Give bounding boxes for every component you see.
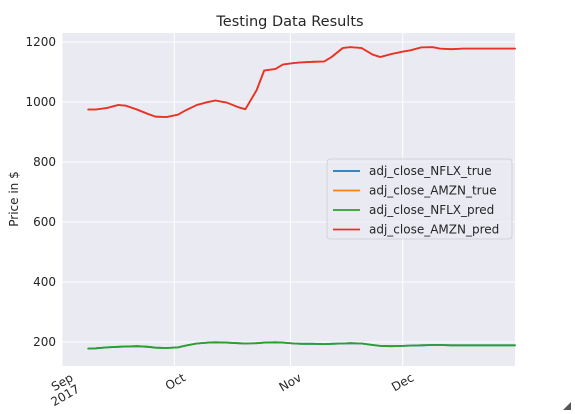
x-tick-label: Nov	[277, 370, 304, 394]
x-tick-label-line: Oct	[163, 370, 188, 393]
legend-frame	[326, 158, 513, 240]
x-tick-label: Dec	[389, 370, 416, 394]
y-axis-label: Price in $	[7, 171, 21, 226]
series-line-adj_close_NFLX_pred	[87, 341, 516, 350]
legend-label: adj_close_NFLX_pred	[369, 203, 494, 217]
y-tick-label: 400	[33, 275, 56, 289]
x-tick-labels: Sep2017 Oct Nov Dec	[42, 370, 417, 409]
legend-label: adj_close_AMZN_pred	[369, 223, 499, 237]
x-tick-label: Sep2017	[42, 370, 82, 409]
series-lines	[87, 46, 516, 350]
legend-label: adj_close_AMZN_true	[369, 184, 497, 198]
y-tick-label: 800	[33, 155, 56, 169]
x-tick-label: Oct	[163, 370, 188, 393]
y-tick-label: 1000	[25, 95, 56, 109]
x-tick-label-line: Nov	[277, 370, 304, 394]
x-tick-label-line: Dec	[389, 370, 416, 394]
y-tick-label: 1200	[25, 35, 56, 49]
chart-title: Testing Data Results	[215, 14, 363, 30]
resize-grip-icon[interactable]	[563, 402, 571, 410]
series-line-adj_close_AMZN_pred	[87, 46, 516, 118]
legend-label: adj_close_NFLX_true	[369, 164, 492, 178]
y-tick-label: 200	[33, 335, 56, 349]
y-tick-labels: 200 400 600 800 1000 1200	[25, 35, 56, 349]
y-tick-label: 600	[33, 215, 56, 229]
legend: adj_close_NFLX_true adj_close_AMZN_truead…	[326, 158, 513, 240]
